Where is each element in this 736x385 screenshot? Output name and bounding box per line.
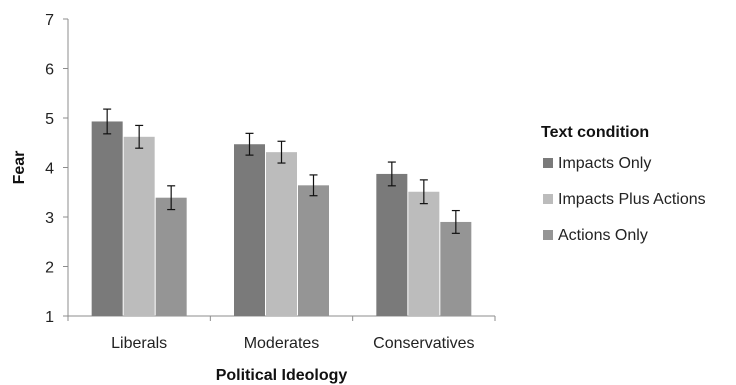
legend-swatch: [543, 230, 553, 240]
legend-swatch: [543, 158, 553, 168]
bar: [376, 174, 407, 316]
x-tick-label: Liberals: [111, 335, 167, 352]
x-tick-label: Moderates: [244, 335, 320, 352]
y-axis-title: Fear: [11, 151, 28, 185]
legend-label: Impacts Only: [558, 155, 651, 172]
bar: [266, 152, 297, 316]
y-tick-label: 3: [45, 210, 54, 227]
x-tick-label: Conservatives: [373, 335, 474, 352]
legend-label: Actions Only: [558, 227, 648, 244]
x-axis-title: Political Ideology: [216, 367, 348, 384]
y-tick-label: 7: [45, 12, 54, 29]
bar: [234, 144, 265, 316]
bar: [298, 185, 329, 316]
legend-title: Text condition: [541, 124, 649, 141]
x-tick-group: Liberals Moderates Conservatives: [68, 316, 495, 352]
legend-label: Impacts Plus Actions: [558, 191, 706, 208]
bar: [408, 192, 439, 316]
y-tick-label: 5: [45, 111, 54, 128]
y-tick-group: 1 2 3 4 5 6 7: [45, 12, 68, 326]
bar: [156, 198, 187, 316]
bar: [92, 121, 123, 316]
legend: Text condition Impacts Only Impacts Plus …: [541, 124, 706, 244]
y-tick-label: 4: [45, 161, 54, 178]
legend-swatch: [543, 194, 553, 204]
y-tick-label: 6: [45, 62, 54, 79]
y-tick-label: 1: [45, 309, 54, 326]
bar: [124, 137, 155, 316]
bar: [440, 222, 471, 316]
y-tick-label: 2: [45, 260, 54, 277]
